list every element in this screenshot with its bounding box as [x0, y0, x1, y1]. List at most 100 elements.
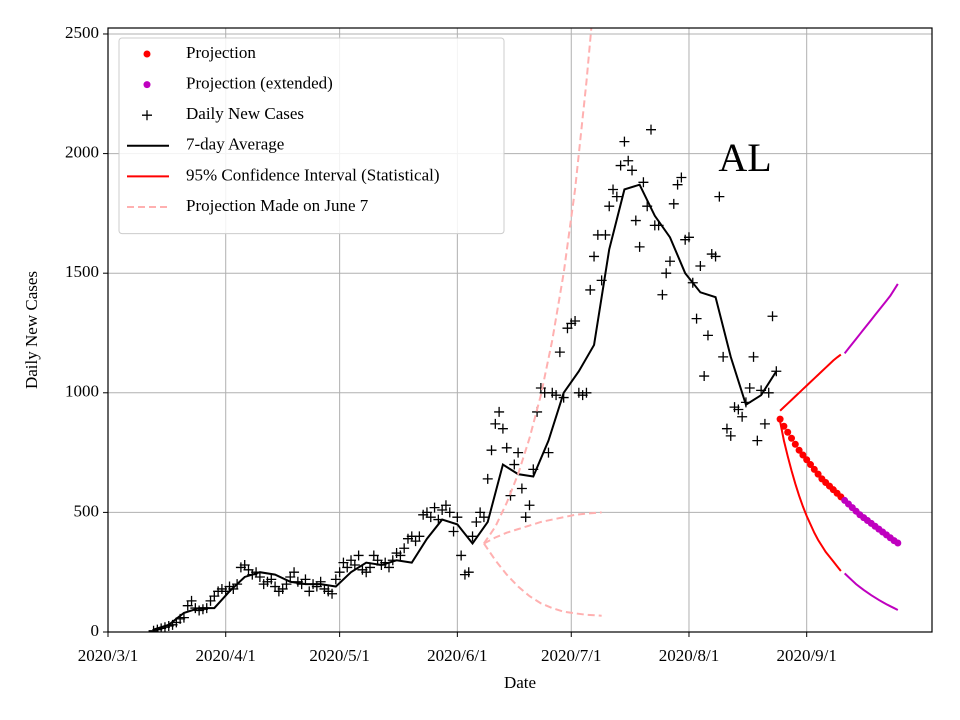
- point: [646, 124, 657, 135]
- point: [803, 456, 811, 464]
- point: [399, 543, 410, 554]
- point: [894, 539, 902, 547]
- point: [478, 512, 489, 523]
- point: [683, 232, 694, 243]
- x-tick-label: 2020/9/1: [776, 646, 836, 665]
- y-tick-label: 500: [74, 501, 100, 520]
- interval-lower: [843, 572, 899, 611]
- point: [795, 446, 803, 454]
- point: [619, 136, 630, 147]
- point: [414, 531, 425, 542]
- point: [395, 550, 406, 561]
- point: [664, 256, 675, 267]
- x-axis-label: Date: [504, 673, 536, 692]
- point: [810, 465, 818, 473]
- point: [353, 550, 364, 561]
- x-tick-label: 2020/4/1: [195, 646, 255, 665]
- point: [266, 574, 277, 585]
- x-tick-label: 2020/7/1: [541, 646, 601, 665]
- point: [748, 351, 759, 362]
- y-tick-label: 1500: [65, 262, 99, 281]
- legend: Projection Projection (extended) Daily New…: [118, 37, 505, 235]
- point: [799, 451, 807, 459]
- x-tick-label: 2020/8/1: [659, 646, 719, 665]
- point: [710, 251, 721, 262]
- point: [759, 418, 770, 429]
- legend-label: 7-day Average: [186, 135, 284, 154]
- point: [349, 560, 360, 571]
- point: [490, 418, 501, 429]
- point: [304, 586, 315, 597]
- legend-symbol: [142, 110, 152, 121]
- axes-frame: [107, 27, 933, 633]
- point: [788, 434, 796, 442]
- point: [452, 512, 463, 523]
- point: [702, 330, 713, 341]
- point: [448, 526, 459, 537]
- point: [509, 459, 520, 470]
- point: [551, 390, 562, 401]
- point: [524, 500, 535, 511]
- point: [695, 261, 706, 272]
- annotation: AL: [718, 135, 771, 180]
- x-tick-label: 2020/5/1: [309, 646, 369, 665]
- point: [672, 179, 683, 190]
- y-tick-label: 2000: [65, 142, 99, 161]
- point: [763, 387, 774, 398]
- point: [467, 531, 478, 542]
- interval-lower: [483, 542, 602, 617]
- point: [516, 483, 527, 494]
- point: [513, 447, 524, 458]
- point: [342, 562, 353, 573]
- legend-symbol: [143, 81, 151, 89]
- point: [330, 574, 341, 585]
- series-line: [483, 511, 602, 545]
- point: [657, 289, 668, 300]
- point: [634, 241, 645, 252]
- legend-label: Projection (extended): [186, 74, 333, 93]
- point: [334, 567, 345, 578]
- point: [784, 428, 792, 436]
- point: [482, 473, 493, 484]
- point: [429, 502, 440, 513]
- legend-label: Projection Made on June 7: [186, 196, 369, 215]
- point: [501, 442, 512, 453]
- y-tick-label: 2500: [65, 23, 99, 42]
- point: [604, 201, 615, 212]
- point: [585, 284, 596, 295]
- point: [676, 172, 687, 183]
- point: [691, 313, 702, 324]
- point: [494, 406, 505, 417]
- point: [383, 562, 394, 573]
- legend-box: [118, 37, 505, 235]
- point: [543, 447, 554, 458]
- interval-upper: [483, 28, 593, 545]
- point: [767, 311, 778, 322]
- y-axis-label: Daily New Cases: [22, 271, 41, 389]
- point: [463, 567, 474, 578]
- point: [589, 251, 600, 262]
- interval-lower: [779, 421, 842, 572]
- point: [520, 512, 531, 523]
- x-tick-label: 2020/3/1: [78, 646, 138, 665]
- y-tick-label: 1000: [65, 382, 99, 401]
- point: [425, 512, 436, 523]
- point: [440, 500, 451, 511]
- point: [791, 440, 799, 448]
- point: [638, 177, 649, 188]
- point: [814, 470, 822, 478]
- point: [721, 423, 732, 434]
- point: [733, 404, 744, 415]
- point: [718, 351, 729, 362]
- point: [752, 435, 763, 446]
- point: [615, 160, 626, 171]
- interval-upper: [843, 283, 899, 354]
- series-line: [153, 183, 778, 631]
- point: [627, 165, 638, 176]
- point: [600, 229, 611, 240]
- plot-area: [148, 28, 902, 632]
- point: [623, 155, 634, 166]
- point: [737, 411, 748, 422]
